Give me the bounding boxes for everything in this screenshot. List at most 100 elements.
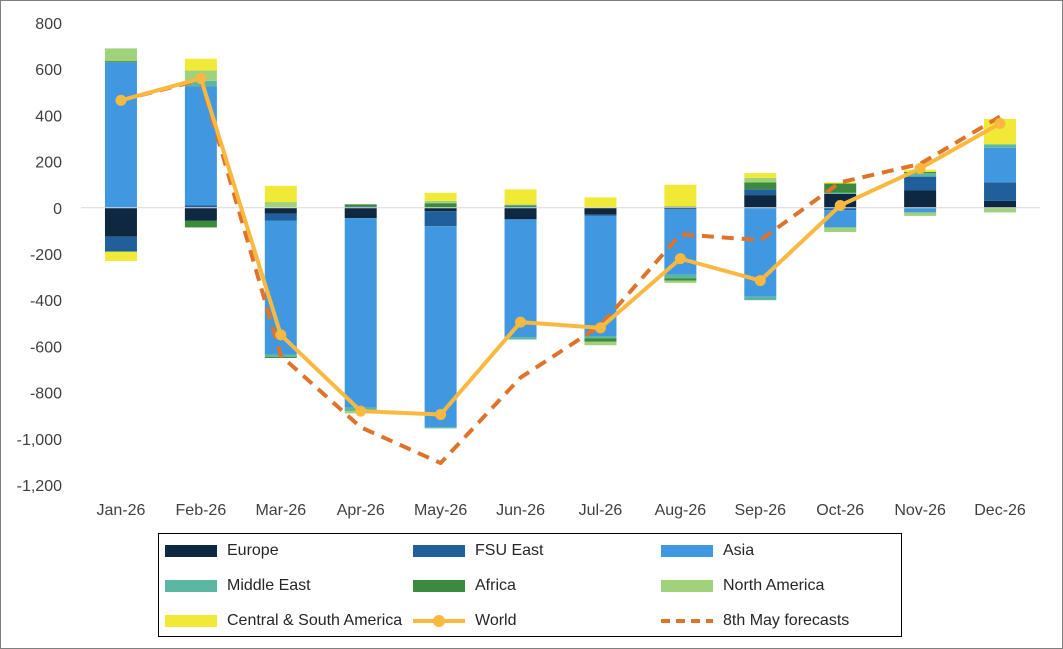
bar-segment [744, 173, 777, 178]
legend-swatch-asia [661, 545, 713, 557]
legend-dot-world [433, 615, 445, 627]
world-point [195, 72, 207, 84]
y-tick-label: -600 [30, 339, 62, 356]
bar-segment [504, 189, 537, 205]
bar-segment [984, 147, 1017, 183]
legend-item-world: World [413, 611, 517, 631]
bar-segment [184, 220, 217, 228]
bar-segment [264, 213, 297, 221]
bar-segment [104, 251, 137, 261]
bar-segment [984, 200, 1017, 208]
world-point [914, 163, 926, 175]
legend: Europe FSU East Asia Middle East Africa … [158, 533, 902, 637]
legend-label-central-south-america: Central & South America [227, 612, 403, 629]
world-point [115, 94, 127, 106]
world-point [594, 322, 606, 334]
bar-segment [744, 189, 777, 196]
bar-segment [264, 185, 297, 203]
bar-segment [664, 278, 697, 281]
bar-segment [584, 197, 617, 208]
chart-area: 800 600 400 200 0 -200 -400 -600 -800 -1,000 -1,20… [17, 16, 1040, 519]
bar-segment [984, 207, 1017, 213]
x-tick-label: Jul-26 [579, 502, 623, 519]
bar-segment [344, 204, 377, 207]
bar-segment [424, 192, 457, 201]
x-tick-label: Jun-26 [496, 502, 545, 519]
bar-segment [504, 205, 537, 207]
bar-segment [104, 62, 137, 208]
bar-segment [904, 176, 937, 191]
x-tick-label: Apr-26 [337, 502, 385, 519]
x-tick-label: Feb-26 [176, 502, 227, 519]
bar-segment [584, 338, 617, 342]
bar-segment [984, 144, 1017, 148]
bar-segment [744, 195, 777, 208]
bar-segment [104, 48, 137, 62]
legend-swatch-central-south-america [165, 615, 217, 627]
y-tick-label: -200 [30, 247, 62, 264]
bar-segment [904, 212, 937, 216]
bar-segment [904, 190, 937, 208]
bar-segment [184, 86, 217, 206]
bar-segment [744, 177, 777, 183]
world-point [355, 405, 367, 417]
x-tick-label: Nov-26 [894, 502, 946, 519]
legend-swatch-fsu-east [413, 545, 465, 557]
legend-swatch-middle-east [165, 580, 217, 592]
world-point [435, 409, 447, 421]
legend-swatch-africa [413, 580, 465, 592]
y-tick-label: 800 [35, 16, 62, 33]
legend-label-8th-may-forecasts: 8th May forecasts [723, 612, 850, 629]
bar-segment [664, 208, 697, 275]
legend-swatch-north-america [661, 580, 713, 592]
bar-segment [104, 61, 137, 63]
bar-segment [344, 206, 377, 208]
bar-segment [904, 207, 937, 213]
x-tick-label: May-26 [414, 502, 467, 519]
bar-segment [504, 337, 537, 340]
bar-segment [984, 182, 1017, 201]
bar-segment [584, 214, 617, 216]
legend-label-asia: Asia [723, 542, 755, 559]
legend-label-north-america: North America [723, 577, 825, 594]
bar-segment [824, 192, 857, 194]
x-tick-label: Jan-26 [96, 502, 145, 519]
y-tick-label: -1,000 [17, 432, 62, 449]
bar-segment [104, 207, 137, 237]
legend-item-europe: Europe [165, 541, 279, 561]
legend-item-middle-east: Middle East [165, 576, 311, 596]
bar-segment [424, 427, 457, 429]
world-point [275, 329, 287, 341]
y-tick-label: -800 [30, 386, 62, 403]
world-point [754, 275, 766, 287]
x-tick-label: Oct-26 [816, 502, 864, 519]
x-tick-label: Dec-26 [974, 502, 1026, 519]
bar-segment [264, 207, 297, 214]
bar-segment [904, 173, 937, 177]
bar-segment [664, 207, 697, 209]
bar-segment [584, 207, 617, 215]
legend-label-middle-east: Middle East [227, 577, 311, 594]
legend-marker-8th-may-forecasts [661, 619, 713, 623]
y-tick-label: -400 [30, 293, 62, 310]
legend-marker-world [413, 615, 465, 627]
legend-item-central-south-america: Central & South America [165, 611, 402, 631]
bar-segment [184, 58, 217, 71]
x-tick-label: Mar-26 [255, 502, 306, 519]
bar-segment [424, 226, 457, 428]
bar-segment [424, 203, 457, 208]
bar-segment [344, 218, 377, 408]
bar-segment [744, 182, 777, 190]
bar-segment [504, 207, 537, 220]
x-tick-label: Aug-26 [655, 502, 707, 519]
legend-label-fsu-east: FSU East [475, 542, 544, 559]
bar-segment [664, 274, 697, 279]
bar-segment [584, 341, 617, 346]
bar-segment [824, 227, 857, 233]
bar-segment [424, 211, 457, 227]
bar-segment [184, 205, 217, 208]
legend-label-world: World [475, 612, 517, 629]
bar-segment [424, 207, 457, 212]
bar-segment [824, 183, 857, 193]
legend-item-8th-may-forecasts: 8th May forecasts [661, 611, 849, 631]
